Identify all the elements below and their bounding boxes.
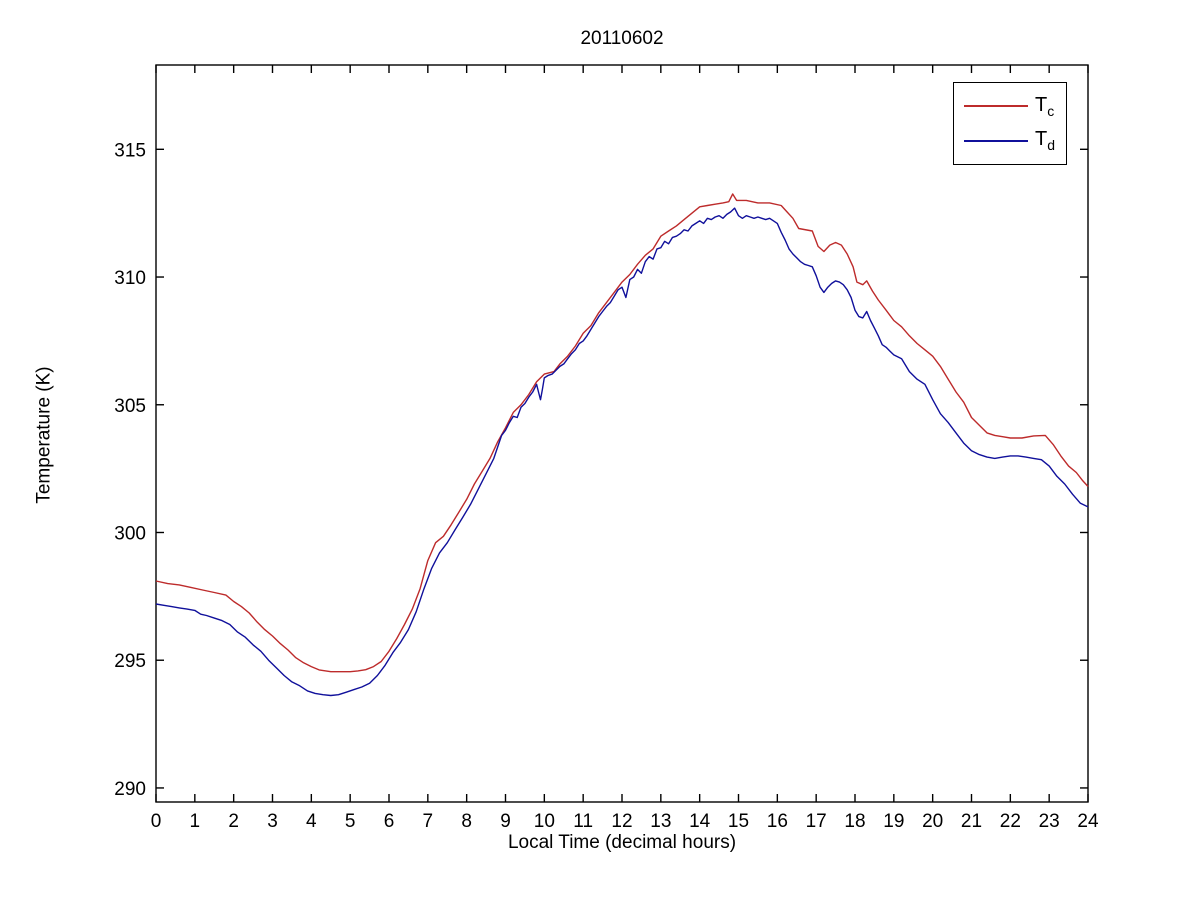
x-tick-label: 24 xyxy=(1077,811,1099,832)
x-tick-label: 15 xyxy=(728,811,749,832)
y-tick-label: 315 xyxy=(114,140,146,161)
legend-entry-td: Td xyxy=(954,126,1066,156)
series-line-t-c xyxy=(155,193,1089,673)
y-tick-label: 300 xyxy=(114,523,146,544)
x-tick-label: 11 xyxy=(573,811,593,832)
x-tick-label: 22 xyxy=(1000,811,1021,832)
legend-entry-tc: Tc xyxy=(954,91,1066,121)
legend-line-td xyxy=(964,139,1028,142)
x-tick-label: 2 xyxy=(228,811,239,832)
x-tick-label: 13 xyxy=(650,811,671,832)
y-axis-label: Temperature (K) xyxy=(33,366,55,504)
x-tick-label: 7 xyxy=(423,811,434,832)
x-tick-label: 16 xyxy=(767,811,788,832)
x-tick-label: 6 xyxy=(384,811,395,832)
x-tick-label: 20 xyxy=(922,811,943,832)
legend-label-td: Td xyxy=(1035,128,1056,154)
x-tick-label: 17 xyxy=(806,811,827,832)
x-tick-label: 23 xyxy=(1039,811,1060,832)
x-tick-label: 4 xyxy=(306,811,317,832)
legend: Tc Td xyxy=(953,82,1067,165)
x-tick-label: 9 xyxy=(500,811,511,832)
legend-label-tc: Tc xyxy=(1035,93,1055,119)
figure-title: 20110602 xyxy=(580,28,664,49)
x-tick-label: 5 xyxy=(345,811,356,832)
y-tick-label: 295 xyxy=(114,651,146,672)
axis-box xyxy=(155,64,1089,803)
x-tick-label: 3 xyxy=(267,811,278,832)
x-tick-label: 1 xyxy=(190,811,201,832)
x-tick-label: 18 xyxy=(844,811,865,832)
x-tick-label: 10 xyxy=(534,811,555,832)
legend-line-tc xyxy=(964,105,1028,108)
x-tick-label: 0 xyxy=(151,811,162,832)
series-line-t-d xyxy=(155,207,1089,697)
x-tick-label: 21 xyxy=(961,811,982,832)
x-tick-label: 8 xyxy=(461,811,472,832)
y-tick-label: 305 xyxy=(114,396,146,417)
y-tick-label: 290 xyxy=(114,779,146,800)
x-tick-label: 14 xyxy=(689,811,711,832)
x-tick-label: 12 xyxy=(611,811,632,832)
y-tick-label: 310 xyxy=(114,268,146,289)
x-axis-label: Local Time (decimal hours) xyxy=(507,832,737,853)
x-tick-label: 19 xyxy=(883,811,904,832)
